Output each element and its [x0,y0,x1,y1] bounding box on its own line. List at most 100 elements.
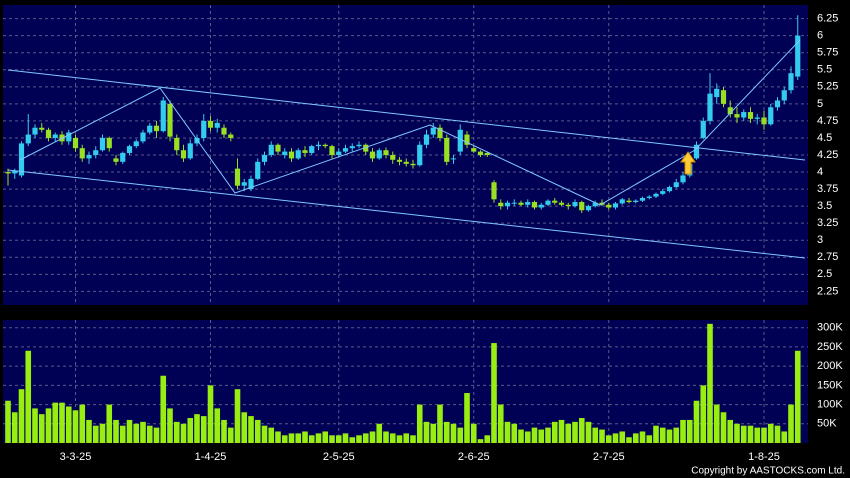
volume-bar [558,419,565,443]
candle-body [363,144,369,152]
volume-bar [254,419,261,443]
candle-body [275,144,281,152]
candle-body [727,107,733,115]
volume-bar [288,433,295,443]
volume-bar [18,389,25,443]
candle-body [626,200,632,203]
candle-body [5,172,11,174]
volume-bar [126,419,133,443]
candle-body [477,151,484,155]
candle-body [288,151,295,159]
volume-bar [531,427,538,443]
volume-bar [713,404,720,443]
volume-bar [52,402,59,443]
candle-body [538,204,544,208]
volume-bar [11,412,18,443]
volume-bar [72,410,79,443]
candle-body [322,144,328,147]
candle-body [234,168,241,186]
x-tick-label: 1-8-25 [748,451,780,463]
candle-body [518,202,524,205]
y-tick-label: 150K [817,379,843,391]
y-tick-label: 5.75 [817,47,838,59]
volume-bar [707,323,713,443]
y-tick-label: 5.25 [817,81,838,93]
copyright: Copyright by AASTOCKS.com Ltd. [691,466,845,477]
candle-body [72,137,79,149]
volume-bar [599,429,605,443]
y-tick-label: 250K [817,341,843,353]
volume-bar [545,427,551,443]
y-tick-label: 200K [817,360,843,372]
candle-body [187,143,193,159]
volume-bar [173,421,180,443]
candle-body [788,73,794,91]
volume-bar [700,385,707,443]
volume-bar [524,431,531,443]
candle-body [12,170,18,174]
candle-body [120,152,126,162]
volume-bar [410,435,416,443]
candle-body [214,122,220,128]
x-tick-label: 2-6-25 [458,451,490,463]
candle-body [295,150,301,159]
volume-bar [450,423,457,443]
candle-body [342,148,349,152]
candle-body [403,161,409,164]
candle-body [153,125,160,132]
volume-bar [322,431,329,443]
x-tick-label: 2-7-25 [593,451,625,463]
volume-bar [315,433,322,443]
volume-bar [693,400,700,443]
candle-body [25,134,31,144]
volume-bar [221,419,227,443]
candle-body [734,114,740,118]
volume-bar [32,408,38,443]
candle-body [450,158,457,160]
volume-bar [207,385,214,443]
candle-body [228,134,234,138]
volume-bar [673,427,680,443]
candle-body [255,161,261,179]
volume-bar [511,423,518,443]
labels: 3-3-25 1-4-25 2-5-25 2-6-25 2-7-25 1-8-25 2.25… [60,13,844,463]
volume-bar [227,427,234,443]
volume-bar [281,435,288,443]
candle-body [180,150,187,159]
x-tick-label: 3-3-25 [60,451,92,463]
y-tick-label: 4 [817,166,823,178]
candle-body [457,129,463,152]
candle-body [464,134,470,145]
candle-body [248,178,254,190]
volume-bar [626,437,632,443]
volume-bar [646,435,653,443]
volume-bar [437,404,443,443]
candle-body [315,144,322,147]
y-tick-label: 3 [817,234,823,246]
candle-body [612,203,619,208]
candle-body [349,146,355,149]
candle-body [558,202,565,205]
candle-body [714,88,720,98]
candle-body [545,200,551,205]
candle-body [390,155,396,160]
volume-bar [113,419,119,443]
volume-bar [302,431,308,443]
volume-bar [342,433,349,443]
volume-bar [572,421,578,443]
candle-body [194,137,200,144]
volume-bar [38,414,45,443]
volume-bar [653,425,659,443]
y-tick-label: 6.25 [817,13,838,25]
candle-body [417,144,423,166]
y-tick-label: 2.25 [817,285,838,297]
volume-bar [187,418,194,443]
volume-bar [335,435,342,443]
volume-bar [65,406,72,443]
candle-body [207,120,214,128]
candle-body [660,191,666,194]
volume-bar [639,431,646,443]
volume-bar [632,433,639,443]
volume-bar [275,431,281,443]
